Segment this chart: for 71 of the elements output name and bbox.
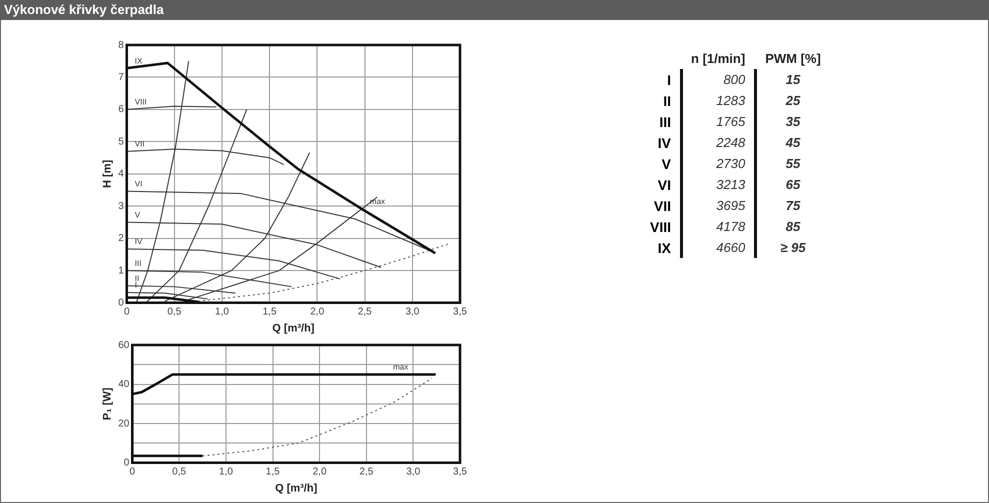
x-axis-title: Q [m³/h] bbox=[275, 482, 318, 494]
data-label: 45 bbox=[784, 134, 802, 152]
x-tick-label: 3,0 bbox=[405, 306, 420, 318]
annotation: IX bbox=[134, 56, 143, 66]
y-tick-label: 40 bbox=[118, 379, 130, 390]
data-label: 4178 bbox=[715, 218, 746, 236]
annotation: VIII bbox=[134, 98, 147, 107]
data-label: 3213 bbox=[715, 176, 746, 194]
y-tick-label: 2 bbox=[118, 233, 124, 244]
data-label: 35 bbox=[784, 113, 802, 131]
y-tick-label: 3 bbox=[118, 200, 124, 212]
category-label: V bbox=[660, 154, 672, 174]
category-label: VIII bbox=[649, 218, 672, 236]
category-label: VI bbox=[656, 176, 672, 194]
annotation: VII bbox=[134, 140, 145, 149]
category-label: III bbox=[658, 112, 672, 132]
category-label: VII bbox=[652, 196, 672, 216]
x-tick-label: 2,0 bbox=[310, 306, 325, 318]
data-label: 1283 bbox=[715, 92, 746, 110]
x-tick-label: 1,5 bbox=[266, 466, 280, 478]
text: n [1/min] bbox=[690, 50, 746, 68]
x-tick-label: 3,0 bbox=[406, 466, 421, 478]
annotation: max bbox=[393, 362, 408, 372]
category-label: IX bbox=[656, 238, 672, 258]
data-label: 85 bbox=[784, 218, 802, 236]
category-label: II bbox=[662, 92, 672, 110]
y-tick-label: 60 bbox=[118, 340, 130, 351]
data-label: 75 bbox=[784, 197, 802, 215]
x-tick-label: 1,5 bbox=[262, 306, 277, 318]
data-label: 800 bbox=[722, 71, 746, 89]
y-tick-label: 0 bbox=[124, 458, 130, 469]
data-label: 3695 bbox=[715, 197, 746, 215]
data-label: 4660 bbox=[715, 239, 746, 257]
data-label: 1765 bbox=[715, 113, 746, 131]
x-axis-title: Q [m³/h] bbox=[272, 322, 315, 334]
x-tick-label: 0,5 bbox=[172, 466, 187, 478]
x-tick-label: 2,0 bbox=[312, 466, 327, 478]
annotation: IV bbox=[134, 237, 143, 246]
x-tick-label: 3,5 bbox=[453, 306, 468, 318]
y-tick-label: 6 bbox=[118, 104, 124, 116]
x-tick-label: 0,5 bbox=[167, 306, 182, 318]
x-tick-label: 1,0 bbox=[215, 306, 230, 318]
data-label: 2248 bbox=[715, 134, 746, 152]
data-label: 15 bbox=[784, 71, 802, 89]
annotation: VI bbox=[134, 180, 142, 189]
annotation: II bbox=[134, 274, 140, 283]
chart-title: Výkonové křivky čerpadla bbox=[3, 2, 164, 17]
text: PWM [%] bbox=[764, 50, 822, 68]
y-tick-label: 8 bbox=[118, 40, 124, 51]
y-tick-label: 1 bbox=[118, 265, 124, 276]
y-tick-label: 5 bbox=[118, 136, 124, 148]
data-label: 55 bbox=[784, 155, 802, 173]
y-axis-title: P₁ [W] bbox=[102, 387, 114, 420]
x-tick-label: 1,0 bbox=[218, 466, 234, 478]
annotation: max bbox=[370, 197, 386, 206]
y-tick-label: 0 bbox=[118, 298, 124, 309]
category-label: IV bbox=[656, 134, 672, 152]
x-tick-label: 3,5 bbox=[453, 466, 468, 478]
x-tick-label: 2,5 bbox=[359, 466, 374, 478]
annotation: III bbox=[134, 258, 142, 268]
annotation: V bbox=[134, 210, 141, 220]
data-label: 2730 bbox=[715, 155, 746, 173]
category-label: I bbox=[666, 70, 672, 90]
data-label: 65 bbox=[784, 176, 802, 194]
y-tick-label: 20 bbox=[118, 418, 130, 430]
y-tick-label: 4 bbox=[118, 168, 124, 180]
y-tick-label: 7 bbox=[118, 72, 124, 83]
y-axis-title: H [m] bbox=[102, 160, 114, 188]
x-tick-label: 2,5 bbox=[358, 306, 372, 318]
data-label: ≥ 95 bbox=[779, 239, 807, 257]
data-label: 25 bbox=[784, 92, 802, 110]
